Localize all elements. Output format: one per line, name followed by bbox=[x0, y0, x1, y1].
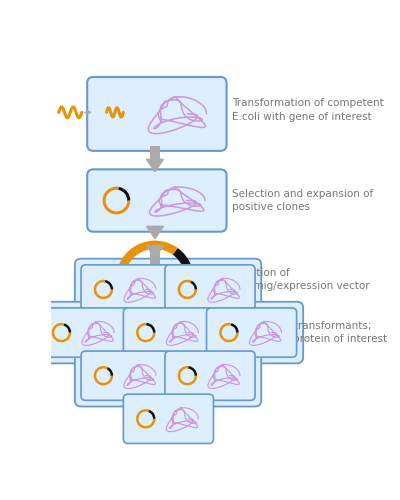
Bar bbox=[150, 226, 160, 227]
FancyBboxPatch shape bbox=[165, 351, 255, 401]
FancyBboxPatch shape bbox=[123, 308, 214, 357]
Text: Isolation of
plasmig/expression vector: Isolation of plasmig/expression vector bbox=[232, 268, 370, 291]
FancyBboxPatch shape bbox=[75, 258, 261, 320]
Text: Scale-up of transformants;
isolation of protein of interest: Scale-up of transformants; isolation of … bbox=[232, 321, 387, 344]
FancyBboxPatch shape bbox=[87, 77, 226, 151]
Text: Selection and expansion of
positive clones: Selection and expansion of positive clon… bbox=[232, 189, 373, 212]
Polygon shape bbox=[146, 246, 164, 258]
FancyBboxPatch shape bbox=[33, 302, 303, 364]
FancyBboxPatch shape bbox=[75, 345, 261, 406]
Polygon shape bbox=[146, 160, 164, 172]
Bar bbox=[150, 146, 160, 160]
Bar bbox=[150, 246, 160, 318]
FancyBboxPatch shape bbox=[81, 265, 171, 314]
FancyBboxPatch shape bbox=[81, 351, 171, 401]
FancyBboxPatch shape bbox=[123, 394, 214, 444]
FancyBboxPatch shape bbox=[39, 308, 129, 357]
Polygon shape bbox=[146, 226, 164, 238]
FancyBboxPatch shape bbox=[87, 170, 226, 232]
FancyBboxPatch shape bbox=[165, 265, 255, 314]
Text: Transformation of competent
E.coli with gene of interest: Transformation of competent E.coli with … bbox=[232, 98, 384, 122]
FancyBboxPatch shape bbox=[206, 308, 297, 357]
